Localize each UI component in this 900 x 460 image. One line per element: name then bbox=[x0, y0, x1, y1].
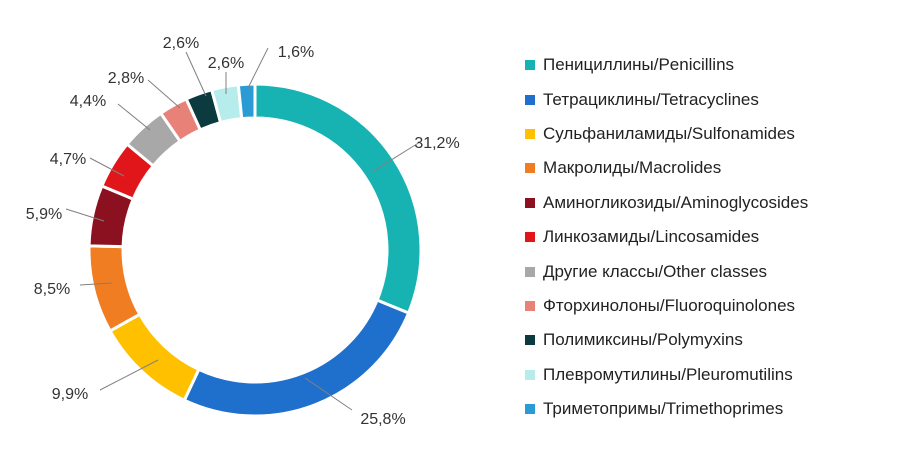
legend-swatch bbox=[525, 335, 535, 346]
slice-1 bbox=[253, 82, 423, 316]
legend-label: Полимиксины/Polymyxins bbox=[543, 330, 743, 350]
data-label-11: 1,6% bbox=[278, 44, 314, 61]
legend-label: Линкозамиды/Lincosamides bbox=[543, 227, 760, 247]
slice-11 bbox=[236, 82, 257, 121]
legend-item: Полимиксины/Polymyxins bbox=[525, 323, 808, 357]
data-label-2: 25,8% bbox=[360, 411, 405, 428]
data-label-8: 2,8% bbox=[108, 70, 144, 87]
legend-swatch bbox=[525, 369, 535, 380]
legend-label: Сульфаниламиды/Sulfonamides bbox=[543, 123, 795, 143]
legend-swatch bbox=[525, 163, 535, 174]
legend-item: Аминогликозиды/Aminoglycosides bbox=[525, 186, 808, 220]
leader-line-11 bbox=[246, 47, 269, 91]
legend-label: Аминогликозиды/Aminoglycosides bbox=[543, 192, 809, 212]
legend-item: Тетрациклины/Tetracyclines bbox=[525, 82, 808, 116]
legend-swatch bbox=[525, 232, 535, 243]
legend-item: Фторхинолоны/Fluoroquinolones bbox=[525, 289, 808, 323]
legend-label: Плевромутилины/Pleuromutilins bbox=[543, 364, 793, 384]
leader-line-2 bbox=[304, 377, 353, 411]
legend: Пенициллины/Penicillins Тетрациклины/Tetr… bbox=[525, 48, 808, 426]
slice-3 bbox=[107, 312, 201, 403]
leader-line-7 bbox=[117, 103, 151, 131]
data-label-4: 8,5% bbox=[34, 281, 70, 298]
data-label-5: 5,9% bbox=[26, 206, 62, 223]
legend-label: Макролиды/Macrolides bbox=[543, 158, 722, 178]
data-label-6: 4,7% bbox=[50, 151, 86, 168]
slice-4 bbox=[87, 244, 142, 333]
legend-item: Пенициллины/Penicillins bbox=[525, 48, 808, 82]
legend-swatch bbox=[525, 197, 535, 208]
legend-item: Плевромутилины/Pleuromutilins bbox=[525, 358, 808, 392]
legend-label: Фторхинолоны/Fluoroquinolones bbox=[543, 295, 796, 315]
legend-swatch bbox=[525, 94, 535, 105]
data-label-7: 4,4% bbox=[70, 93, 106, 110]
data-label-1: 31,2% bbox=[414, 135, 459, 152]
data-label-9: 2,6% bbox=[163, 35, 199, 52]
legend-item: Триметопримы/Trimethoprimes bbox=[525, 392, 808, 426]
legend-label: Другие классы/Other classes bbox=[543, 261, 768, 281]
legend-swatch bbox=[525, 404, 535, 415]
leader-line-5 bbox=[65, 208, 105, 222]
leader-line-4 bbox=[79, 282, 113, 286]
leader-line-9 bbox=[185, 51, 207, 97]
legend-swatch bbox=[525, 300, 535, 311]
legend-item: Линкозамиды/Lincosamides bbox=[525, 220, 808, 254]
legend-label: Тетрациклины/Tetracyclines bbox=[543, 89, 759, 109]
data-label-10: 2,6% bbox=[208, 55, 244, 72]
legend-swatch bbox=[525, 128, 535, 139]
legend-swatch bbox=[525, 266, 535, 277]
legend-label: Триметопримы/Trimethoprimes bbox=[543, 399, 784, 419]
leader-line-6 bbox=[89, 157, 125, 177]
leader-line-1 bbox=[371, 141, 421, 173]
legend-label: Пенициллины/Penicillins bbox=[543, 55, 735, 75]
legend-item: Другие классы/Other classes bbox=[525, 254, 808, 288]
legend-item: Макролиды/Macrolides bbox=[525, 151, 808, 185]
slice-2 bbox=[182, 298, 411, 418]
legend-swatch bbox=[525, 60, 535, 71]
data-label-3: 9,9% bbox=[52, 386, 88, 403]
leader-line-8 bbox=[147, 79, 181, 109]
leader-line-3 bbox=[99, 359, 159, 391]
legend-item: Сульфаниламиды/Sulfonamides bbox=[525, 117, 808, 151]
